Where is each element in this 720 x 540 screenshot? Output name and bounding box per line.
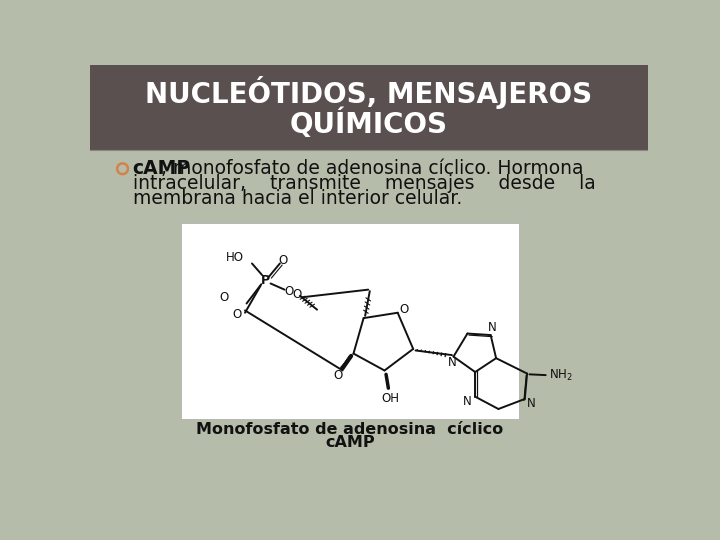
Text: HO: HO <box>226 251 244 264</box>
Text: N: N <box>448 356 456 369</box>
Text: cAMP: cAMP <box>132 159 191 178</box>
Text: NH$_2$: NH$_2$ <box>549 368 572 383</box>
Text: , monofosfato de adenosina cíclico. Hormona: , monofosfato de adenosina cíclico. Horm… <box>161 159 583 178</box>
Text: O: O <box>284 285 294 298</box>
Text: O: O <box>279 254 287 267</box>
Text: O: O <box>400 303 408 316</box>
Text: cAMP: cAMP <box>325 435 375 450</box>
Text: intracelular,    transmite    mensajes    desde    la: intracelular, transmite mensajes desde l… <box>132 174 595 193</box>
Text: N: N <box>488 321 497 334</box>
Text: NUCLEÓTIDOS, MENSAJEROS: NUCLEÓTIDOS, MENSAJEROS <box>145 76 593 109</box>
Text: O: O <box>292 288 302 301</box>
Text: O: O <box>233 308 242 321</box>
Text: OH: OH <box>381 392 399 404</box>
Text: QUÍMICOS: QUÍMICOS <box>290 108 448 139</box>
Text: Monofosfato de adenosina  cíclico: Monofosfato de adenosina cíclico <box>197 422 503 437</box>
Text: O: O <box>220 291 229 304</box>
Text: P: P <box>261 274 271 287</box>
FancyBboxPatch shape <box>181 222 518 419</box>
FancyBboxPatch shape <box>90 65 648 150</box>
Text: membrana hacia el interior celular.: membrana hacia el interior celular. <box>132 188 462 207</box>
Text: N: N <box>526 397 536 410</box>
Text: N: N <box>463 395 472 408</box>
Text: O: O <box>333 369 343 382</box>
